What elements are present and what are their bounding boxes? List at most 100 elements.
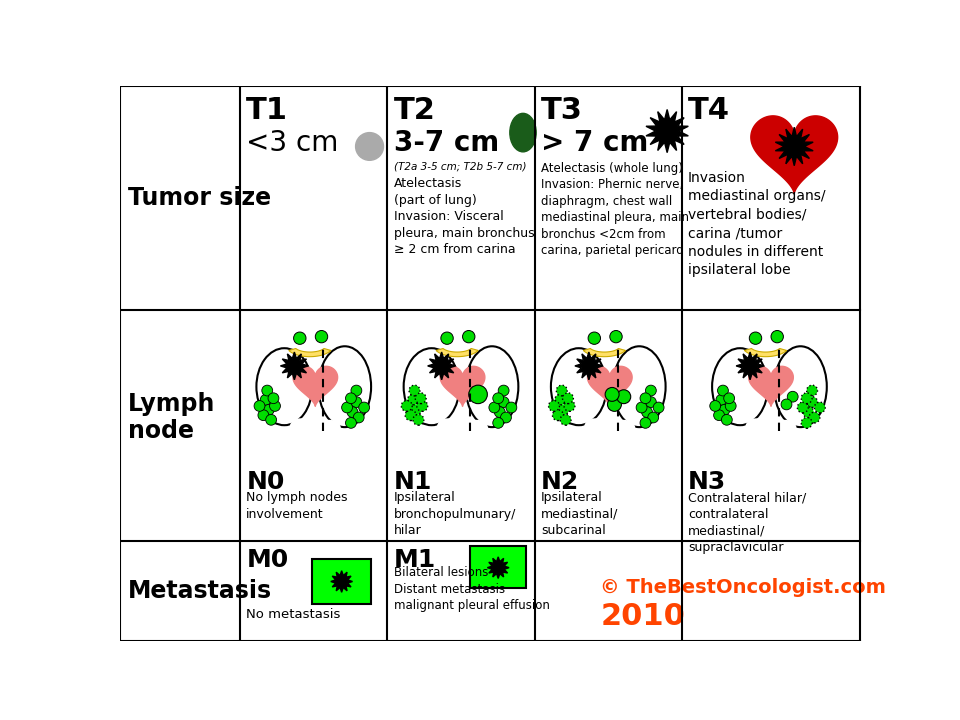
Circle shape	[725, 400, 736, 411]
Circle shape	[648, 412, 659, 423]
Circle shape	[724, 393, 734, 404]
Circle shape	[413, 415, 423, 426]
Circle shape	[315, 330, 327, 343]
Circle shape	[500, 412, 512, 423]
Circle shape	[709, 400, 721, 411]
Circle shape	[351, 397, 362, 408]
Circle shape	[270, 400, 280, 411]
Circle shape	[258, 410, 269, 420]
Text: 3-7 cm: 3-7 cm	[394, 129, 499, 157]
Circle shape	[809, 412, 820, 423]
Text: M1: M1	[394, 549, 436, 572]
Circle shape	[636, 402, 647, 413]
Circle shape	[494, 407, 505, 418]
Ellipse shape	[465, 420, 488, 437]
Circle shape	[409, 385, 420, 396]
Polygon shape	[751, 116, 838, 194]
Circle shape	[348, 407, 358, 418]
Text: Contralateral hilar/
contralateral
mediastinal/
supraclavicular: Contralateral hilar/ contralateral media…	[688, 492, 806, 554]
Circle shape	[411, 405, 421, 415]
Ellipse shape	[290, 418, 313, 435]
Circle shape	[489, 402, 500, 413]
Circle shape	[640, 393, 651, 404]
Text: T4: T4	[688, 96, 730, 125]
Ellipse shape	[551, 348, 607, 426]
Circle shape	[588, 332, 601, 344]
Circle shape	[806, 397, 818, 408]
Polygon shape	[427, 352, 456, 379]
Text: Invasion
mediastinal organs/
vertebral bodies/
carina /tumor
nodules in differen: Invasion mediastinal organs/ vertebral b…	[688, 171, 826, 277]
Circle shape	[558, 405, 568, 415]
Ellipse shape	[466, 346, 518, 427]
Circle shape	[645, 385, 657, 396]
Ellipse shape	[774, 346, 827, 427]
Circle shape	[563, 393, 573, 404]
Circle shape	[552, 410, 564, 420]
Polygon shape	[588, 366, 632, 406]
Polygon shape	[441, 366, 485, 406]
Circle shape	[719, 405, 730, 415]
Text: T2: T2	[394, 96, 436, 125]
Text: Lymph
node: Lymph node	[128, 392, 215, 444]
Ellipse shape	[612, 420, 636, 437]
Circle shape	[263, 405, 275, 415]
Circle shape	[441, 332, 453, 344]
Text: © TheBestOncologist.com: © TheBestOncologist.com	[601, 577, 886, 597]
Ellipse shape	[774, 420, 797, 437]
Circle shape	[346, 418, 356, 428]
Circle shape	[645, 397, 657, 408]
Circle shape	[717, 385, 729, 396]
Ellipse shape	[437, 418, 460, 435]
Circle shape	[713, 410, 725, 420]
Text: N2: N2	[540, 470, 579, 494]
Circle shape	[294, 332, 306, 344]
Circle shape	[781, 399, 792, 410]
Text: Metastasis: Metastasis	[128, 579, 272, 603]
Circle shape	[653, 402, 664, 413]
Polygon shape	[293, 366, 338, 406]
Text: Ipsilateral
bronchopulmunary/
hilar: Ipsilateral bronchopulmunary/ hilar	[394, 492, 516, 537]
Text: M0: M0	[247, 549, 289, 572]
Text: Tumor size: Tumor size	[128, 186, 271, 210]
Circle shape	[640, 418, 651, 428]
Ellipse shape	[510, 113, 537, 152]
Text: Atelectasis
(part of lung)
Invasion: Visceral
pleura, main bronchus
≥ 2 cm from : Atelectasis (part of lung) Invasion: Vis…	[394, 177, 534, 256]
Ellipse shape	[612, 346, 665, 427]
Ellipse shape	[403, 348, 460, 426]
Polygon shape	[646, 109, 688, 153]
Text: T3: T3	[540, 96, 583, 125]
Circle shape	[468, 385, 488, 404]
Text: T1: T1	[247, 96, 288, 125]
Text: No metastasis: No metastasis	[247, 608, 341, 621]
Circle shape	[564, 400, 575, 411]
Circle shape	[268, 393, 278, 404]
Text: 2010: 2010	[601, 603, 685, 631]
Circle shape	[506, 402, 516, 413]
Circle shape	[355, 132, 383, 161]
Text: Atelectasis (whole lung)
Invasion: Phernic nerve,
diaphragm, chest wall
mediasti: Atelectasis (whole lung) Invasion: Phern…	[540, 162, 689, 257]
Circle shape	[266, 415, 276, 426]
Circle shape	[803, 407, 814, 418]
Circle shape	[814, 402, 826, 413]
Ellipse shape	[745, 418, 769, 435]
Circle shape	[408, 395, 419, 405]
Circle shape	[716, 395, 727, 405]
Circle shape	[492, 418, 504, 428]
Circle shape	[498, 385, 509, 396]
Circle shape	[548, 400, 560, 411]
Circle shape	[359, 402, 370, 413]
Circle shape	[802, 393, 812, 404]
Circle shape	[750, 332, 761, 344]
Circle shape	[798, 402, 808, 413]
Polygon shape	[749, 366, 793, 406]
Bar	[312, 559, 372, 604]
Circle shape	[561, 415, 571, 426]
Circle shape	[610, 330, 622, 343]
Polygon shape	[776, 127, 813, 166]
Circle shape	[492, 393, 504, 404]
Text: > 7 cm: > 7 cm	[540, 129, 648, 157]
Bar	[470, 546, 526, 588]
Circle shape	[555, 395, 565, 405]
Ellipse shape	[319, 346, 372, 427]
Circle shape	[616, 390, 631, 404]
